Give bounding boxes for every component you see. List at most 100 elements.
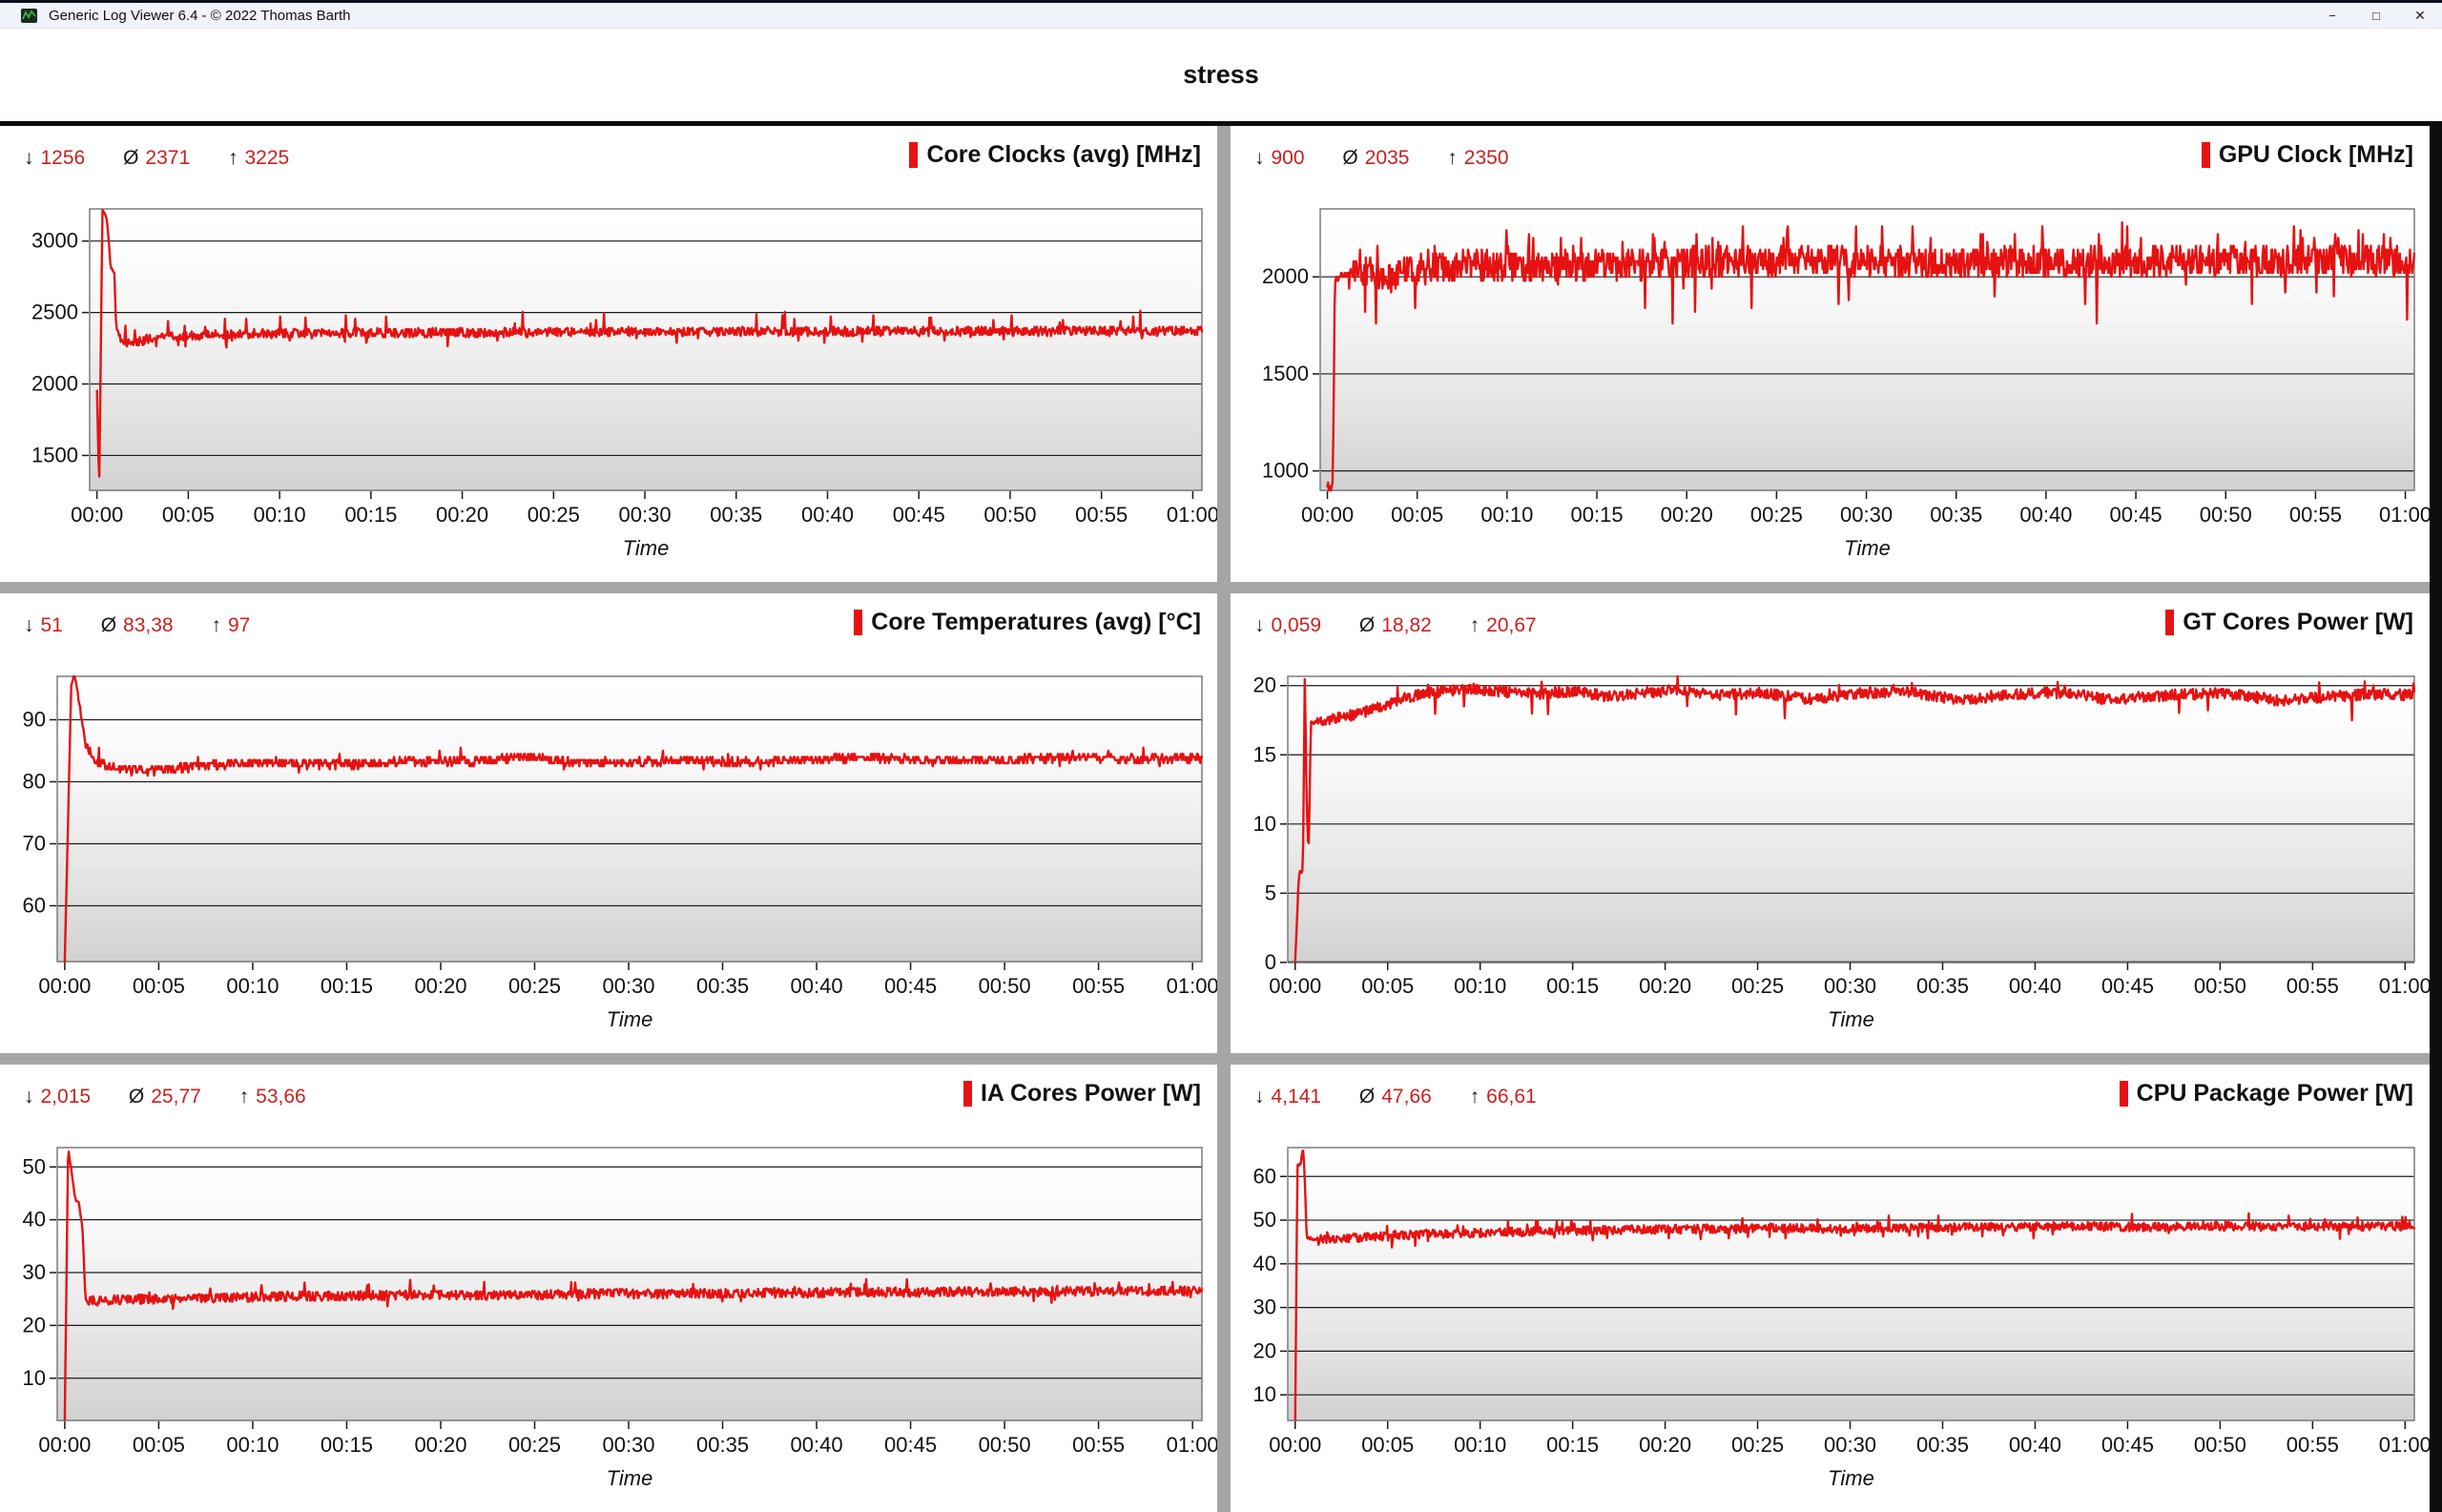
stat-avg-value: 83,38 (123, 614, 174, 636)
svg-text:00:10: 00:10 (1454, 974, 1506, 998)
svg-text:70: 70 (23, 832, 46, 856)
plot-area[interactable]: 10 20 30 40 50 00:00 00:05 00:10 00:15 00:20 00:25… (0, 1146, 1217, 1512)
svg-text:40: 40 (23, 1208, 46, 1232)
svg-text:10: 10 (23, 1366, 46, 1390)
svg-text:Time: Time (607, 1466, 653, 1490)
svg-text:3000: 3000 (31, 229, 78, 253)
svg-text:20: 20 (1253, 1338, 1276, 1362)
svg-text:1500: 1500 (31, 443, 78, 466)
stat-min-value: 2,015 (40, 1086, 92, 1108)
chart-stats: ↓ 51 Ø 83,38 ↑ 97 (24, 614, 282, 637)
legend-color-bar (909, 142, 919, 168)
svg-text:00:35: 00:35 (1916, 1433, 1969, 1457)
chart-title-text: Core Clocks (avg) [MHz] (926, 141, 1201, 168)
svg-text:00:00: 00:00 (1269, 974, 1321, 998)
average-icon: Ø (1358, 1086, 1376, 1108)
app-logo-icon (21, 8, 37, 23)
stat-avg: Ø 25,77 (129, 1086, 201, 1108)
stat-min-value: 51 (40, 614, 63, 636)
plot-area[interactable]: 1500 2000 2500 3000 00:00 00:05 00:10 00:15 00:2… (0, 207, 1217, 582)
min-arrow-icon: ↓ (1254, 1086, 1265, 1108)
stat-avg: Ø 83,38 (101, 614, 174, 636)
svg-text:00:05: 00:05 (133, 974, 185, 998)
max-arrow-icon: ↑ (227, 147, 238, 169)
plot-area[interactable]: 60 70 80 90 00:00 00:05 00:10 00:15 00:20 00:25 00… (0, 674, 1217, 1053)
stat-avg: Ø 18,82 (1359, 614, 1432, 636)
legend-color-bar (962, 1081, 972, 1107)
svg-text:00:50: 00:50 (2200, 503, 2252, 527)
legend-color-bar (2165, 610, 2175, 635)
plot-area[interactable]: 10 20 30 40 50 60 00:00 00:05 00:10 00:15 00:20 00:… (1231, 1146, 2430, 1512)
stat-max-value: 3225 (244, 147, 290, 169)
svg-text:00:50: 00:50 (979, 974, 1031, 998)
min-arrow-icon: ↓ (24, 147, 34, 169)
stat-avg-value: 47,66 (1381, 1086, 1432, 1108)
svg-text:1500: 1500 (1262, 362, 1309, 385)
svg-text:00:45: 00:45 (2101, 1433, 2154, 1457)
average-icon: Ø (1342, 147, 1358, 169)
horizontal-divider-1 (0, 582, 2430, 593)
svg-text:00:30: 00:30 (602, 1433, 654, 1457)
chart-title-text: Core Temperatures (avg) [°C] (871, 609, 1201, 635)
min-arrow-icon: ↓ (1254, 614, 1265, 636)
chart-panel-cpu-package-power: ↓ 4,141 Ø 47,66 ↑ 66,61 CPU Package Power [… (1231, 1065, 2430, 1512)
average-icon: Ø (123, 147, 139, 169)
svg-text:00:20: 00:20 (1639, 1433, 1691, 1457)
svg-text:01:00: 01:00 (2379, 974, 2430, 998)
chart-stats: ↓ 1256 Ø 2371 ↑ 3225 (24, 147, 321, 170)
svg-text:Time: Time (1844, 536, 1891, 560)
svg-text:20: 20 (1253, 674, 1276, 697)
maximize-button[interactable]: □ (2372, 8, 2380, 23)
svg-text:50: 50 (23, 1154, 46, 1178)
stat-avg: Ø 2371 (123, 147, 190, 169)
horizontal-divider-2 (0, 1053, 2430, 1065)
svg-text:00:25: 00:25 (1750, 503, 1803, 527)
chart-panel-core-clocks: ↓ 1256 Ø 2371 ↑ 3225 Core Clocks (avg) [MHz… (0, 126, 1217, 582)
svg-text:15: 15 (1253, 742, 1276, 766)
stat-avg-value: 25,77 (151, 1086, 201, 1108)
svg-text:00:55: 00:55 (2289, 503, 2342, 527)
chart-title: Core Clocks (avg) [MHz] (909, 141, 1201, 169)
max-arrow-icon: ↑ (238, 1086, 250, 1108)
header-separator (0, 121, 2442, 126)
svg-text:01:00: 01:00 (1167, 974, 1217, 998)
stat-max: ↑ 53,66 (239, 1086, 306, 1108)
chart-title: CPU Package Power [W] (2119, 1080, 2413, 1108)
svg-text:30: 30 (1253, 1295, 1276, 1319)
svg-text:00:20: 00:20 (1661, 503, 1713, 527)
chart-panel-gpu-clock: ↓ 900 Ø 2035 ↑ 2350 GPU Clock [MHz] 1000 150… (1231, 126, 2430, 582)
svg-text:00:00: 00:00 (1301, 503, 1354, 527)
svg-text:00:50: 00:50 (2194, 974, 2246, 998)
svg-text:10: 10 (1253, 1382, 1276, 1406)
svg-text:00:25: 00:25 (1731, 1433, 1784, 1457)
average-icon: Ø (128, 1086, 145, 1108)
svg-text:2000: 2000 (31, 372, 78, 396)
svg-text:00:40: 00:40 (791, 1433, 843, 1457)
svg-text:00:00: 00:00 (71, 503, 123, 527)
svg-text:00:50: 00:50 (979, 1433, 1031, 1457)
legend-color-bar (2201, 142, 2210, 168)
svg-text:00:55: 00:55 (2287, 1433, 2339, 1457)
svg-text:00:35: 00:35 (1930, 503, 1982, 527)
chart-panel-core-temperatures: ↓ 51 Ø 83,38 ↑ 97 Core Temperatures (avg) [… (0, 593, 1217, 1053)
chart-stats: ↓ 4,141 Ø 47,66 ↑ 66,61 (1254, 1086, 1569, 1108)
charts-grid: ↓ 1256 Ø 2371 ↑ 3225 Core Clocks (avg) [MHz… (0, 126, 2442, 1512)
svg-text:30: 30 (23, 1260, 46, 1284)
close-button[interactable]: ✕ (2414, 7, 2426, 23)
titlebar: Generic Log Viewer 6.4 - © 2022 Thomas B… (0, 3, 2442, 29)
chart-stats: ↓ 900 Ø 2035 ↑ 2350 (1254, 147, 1542, 170)
svg-text:90: 90 (23, 708, 46, 732)
minimize-button[interactable]: − (2328, 8, 2336, 23)
stat-min-value: 4,141 (1271, 1086, 1322, 1108)
chart-title: GT Cores Power [W] (2165, 609, 2413, 636)
page-header: stress (0, 29, 2442, 121)
svg-text:00:05: 00:05 (133, 1433, 185, 1457)
plot-area[interactable]: 0 5 10 15 20 00:00 00:05 00:10 00:15 00:20 00:25 00… (1231, 674, 2430, 1053)
max-arrow-icon: ↑ (1469, 614, 1480, 636)
chart-title: Core Temperatures (avg) [°C] (854, 609, 1201, 636)
svg-text:00:45: 00:45 (884, 974, 937, 998)
svg-text:00:40: 00:40 (2019, 503, 2072, 527)
stat-max: ↑ 3225 (228, 147, 289, 169)
svg-text:00:55: 00:55 (2287, 974, 2339, 998)
plot-area[interactable]: 1000 1500 2000 00:00 00:05 00:10 00:15 00:20 00:… (1231, 207, 2430, 582)
